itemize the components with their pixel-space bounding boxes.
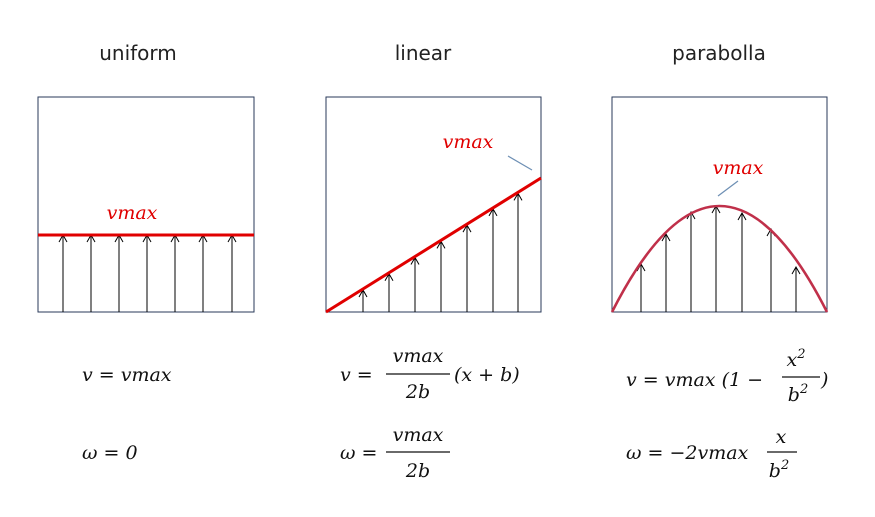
fraction-numerator: x2 <box>787 347 806 371</box>
linear-profile-line <box>325 176 542 314</box>
panel-uniform: uniform vmax v = vmax ω = 0 <box>37 41 255 464</box>
fraction-numerator: vmax <box>393 424 444 446</box>
equation-lhs: ω = −2vmax <box>626 442 749 464</box>
vmax-leader-line <box>507 155 533 171</box>
fraction-denominator: b2 <box>788 382 808 406</box>
equation-tail: (x + b) <box>454 364 520 386</box>
vorticity-equation: ω = 0 <box>82 442 138 464</box>
flow-box <box>611 96 828 313</box>
equation-tail: ) <box>820 369 828 391</box>
fraction-numerator: x <box>776 426 787 448</box>
vorticity-equation: ω = −2vmax x b2 <box>626 426 797 482</box>
velocity-arrow <box>791 265 801 312</box>
fraction-denominator: 2b <box>405 381 430 403</box>
panel-title: parabolla <box>672 41 766 65</box>
panel-parabola: parabolla vmax v = vmax (1 − x2 b2 ) ω =… <box>610 41 829 482</box>
panel-title: linear <box>395 41 452 65</box>
equation-lhs: v = <box>340 364 373 386</box>
vmax-label: vmax <box>107 202 158 224</box>
vmax-label: vmax <box>443 131 494 153</box>
parabolic-profile-curve <box>610 204 829 313</box>
velocity-equation: v = vmax (1 − x2 b2 ) <box>626 347 828 406</box>
velocity-arrow <box>737 211 747 312</box>
vmax-label: vmax <box>713 157 764 179</box>
vmax-leader-line <box>717 180 739 197</box>
velocity-equation: v = vmax 2b (x + b) <box>340 345 520 403</box>
panel-linear: linear vmax v = vmax 2b (x + b) ω = vmax… <box>325 41 542 482</box>
flow-box <box>37 96 255 313</box>
equation-lhs: v = vmax (1 − <box>626 369 763 391</box>
velocity-equation: v = vmax <box>82 364 172 386</box>
panel-title: uniform <box>99 41 177 65</box>
equation-lhs: ω = <box>340 442 377 464</box>
fraction-numerator: vmax <box>393 345 444 367</box>
fraction-denominator: b2 <box>769 458 789 482</box>
fraction-denominator: 2b <box>405 460 430 482</box>
flow-box <box>325 96 542 313</box>
vorticity-equation: ω = vmax 2b <box>340 424 450 482</box>
